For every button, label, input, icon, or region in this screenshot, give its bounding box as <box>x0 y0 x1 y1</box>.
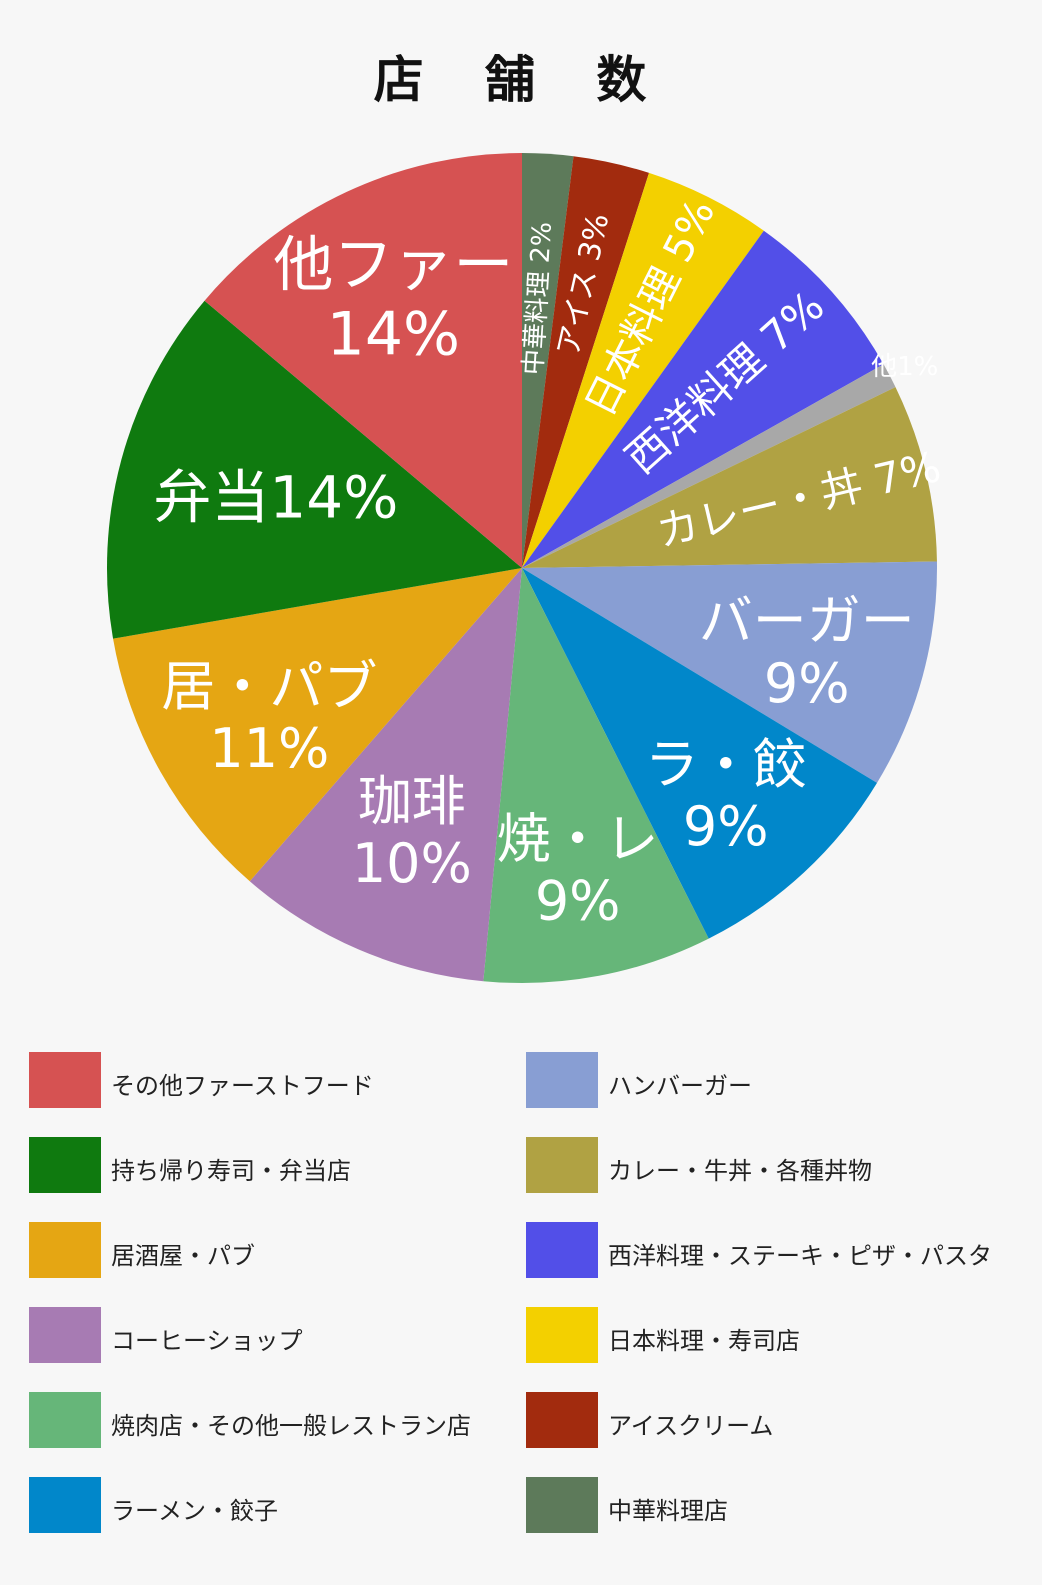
legend-swatch <box>526 1052 598 1108</box>
legend-label: アイスクリーム <box>608 1412 774 1440</box>
slice-label-7: ラ・餃 9% <box>645 733 807 858</box>
pie-slice-7 <box>522 568 878 939</box>
legend-label: カレー・牛丼・各種丼物 <box>608 1157 872 1185</box>
legend-swatch <box>29 1052 101 1108</box>
slice-label-8: 焼・レ 9% <box>497 807 659 932</box>
legend-label: その他ファーストフード <box>111 1072 374 1100</box>
slice-label-10: 居・パブ 11% <box>161 655 377 780</box>
pie-slice-2 <box>522 172 764 569</box>
pie-slice-9 <box>249 568 523 982</box>
pie-slice-10 <box>113 568 522 882</box>
slice-label-11: 弁当14% <box>153 463 398 531</box>
legend-swatch <box>526 1222 598 1278</box>
legend-swatch <box>526 1307 598 1363</box>
pie-slice-0 <box>522 153 574 568</box>
pie-slice-4 <box>522 364 896 568</box>
legend-label: ラーメン・餃子 <box>111 1497 279 1525</box>
legend-label: 居酒屋・パブ <box>111 1242 255 1270</box>
legend-swatch <box>29 1392 101 1448</box>
legend-label: 焼肉店・その他一般レストラン店 <box>111 1412 471 1440</box>
pie-slice-8 <box>483 568 709 983</box>
legend-label: 中華料理店 <box>608 1497 728 1525</box>
legend-label: コーヒーショップ <box>111 1327 303 1355</box>
legend-label: ハンバーガー <box>608 1072 752 1100</box>
pie-slice-12 <box>204 153 523 568</box>
legend-swatch <box>526 1137 598 1193</box>
slice-label-9: 珈琲 10% <box>352 770 472 895</box>
pie-slice-11 <box>107 300 522 639</box>
legend-swatch <box>29 1477 101 1533</box>
legend-label: 持ち帰り寿司・弁当店 <box>111 1157 351 1185</box>
pie-slice-1 <box>522 156 650 568</box>
legend-label: 日本料理・寿司店 <box>608 1327 800 1355</box>
pie-slice-3 <box>522 230 884 569</box>
legend-swatch <box>526 1477 598 1533</box>
legend-label: 西洋料理・ステーキ・ピザ・パスタ <box>608 1242 992 1270</box>
legend-swatch <box>526 1392 598 1448</box>
legend-swatch <box>29 1222 101 1278</box>
slice-label-12: 他ファー 14% <box>273 230 513 369</box>
pie-slice-5 <box>522 387 937 568</box>
chart-title: 店 舗 数 <box>373 51 669 109</box>
slice-label-6: バーガー 9% <box>699 590 915 715</box>
pie-chart: 中華料理 2%アイス 3%日本料理 5%西洋料理 7% 他1%カレー・丼 7%バー… <box>107 153 938 983</box>
pie-slice-6 <box>522 561 937 783</box>
legend-swatch <box>29 1307 101 1363</box>
slice-label-4: 他1% <box>871 352 938 382</box>
legend-swatch <box>29 1137 101 1193</box>
